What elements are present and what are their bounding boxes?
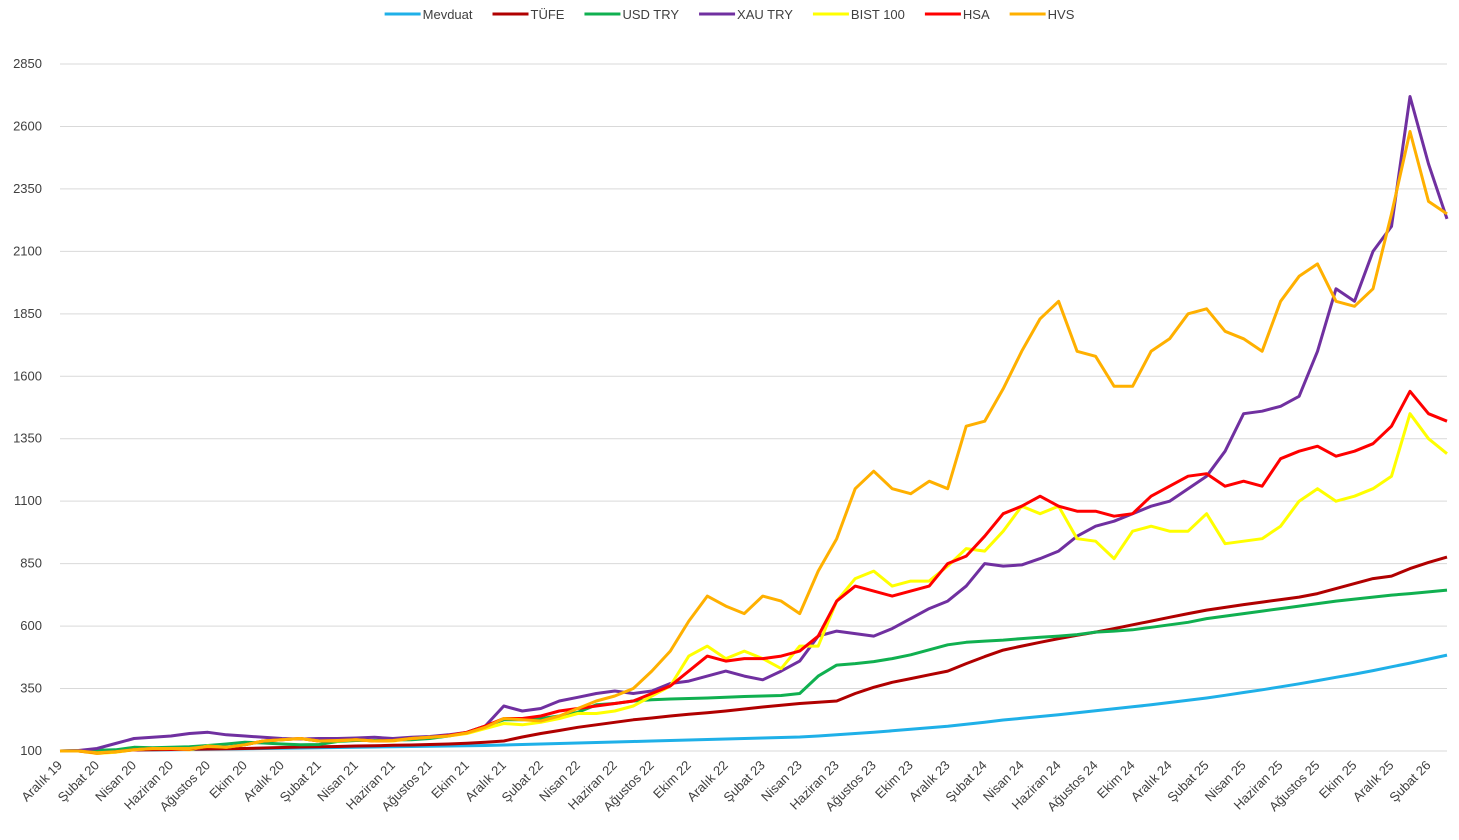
series-line: [60, 412, 1448, 755]
legend-label: USD TRY: [622, 7, 679, 22]
series-line: [59, 95, 1449, 753]
y-tick-label: 2850: [13, 56, 42, 71]
y-tick-label: 850: [20, 556, 42, 571]
series-line: [60, 389, 1448, 755]
legend-label: XAU TRY: [737, 7, 793, 22]
legend-label: BIST 100: [851, 7, 905, 22]
y-tick-label: 1350: [13, 431, 42, 446]
series-line: [59, 555, 1448, 753]
legend-label: Mevduat: [423, 7, 473, 22]
y-tick-label: 2350: [13, 181, 42, 196]
legend-label: HVS: [1048, 7, 1075, 22]
y-tick-label: 350: [20, 681, 42, 696]
y-tick-label: 2100: [13, 243, 42, 258]
y-tick-label: 2600: [13, 118, 42, 133]
legend-label: HSA: [963, 7, 990, 22]
y-tick-label: 1100: [14, 493, 42, 508]
series-line: [60, 130, 1448, 755]
legend-label: TÜFE: [531, 7, 565, 22]
x-tick-label: Şubat 26: [1386, 758, 1433, 805]
y-tick-label: 1850: [13, 306, 42, 321]
y-tick-label: 600: [20, 618, 42, 633]
legend: Mevduat TÜFE USD TRY XAU TRY BIST 100 HSA HVS: [384, 7, 1075, 22]
series-line: [59, 588, 1448, 753]
y-tick-label: 100: [20, 743, 42, 758]
y-tick-label: 1600: [13, 368, 42, 383]
